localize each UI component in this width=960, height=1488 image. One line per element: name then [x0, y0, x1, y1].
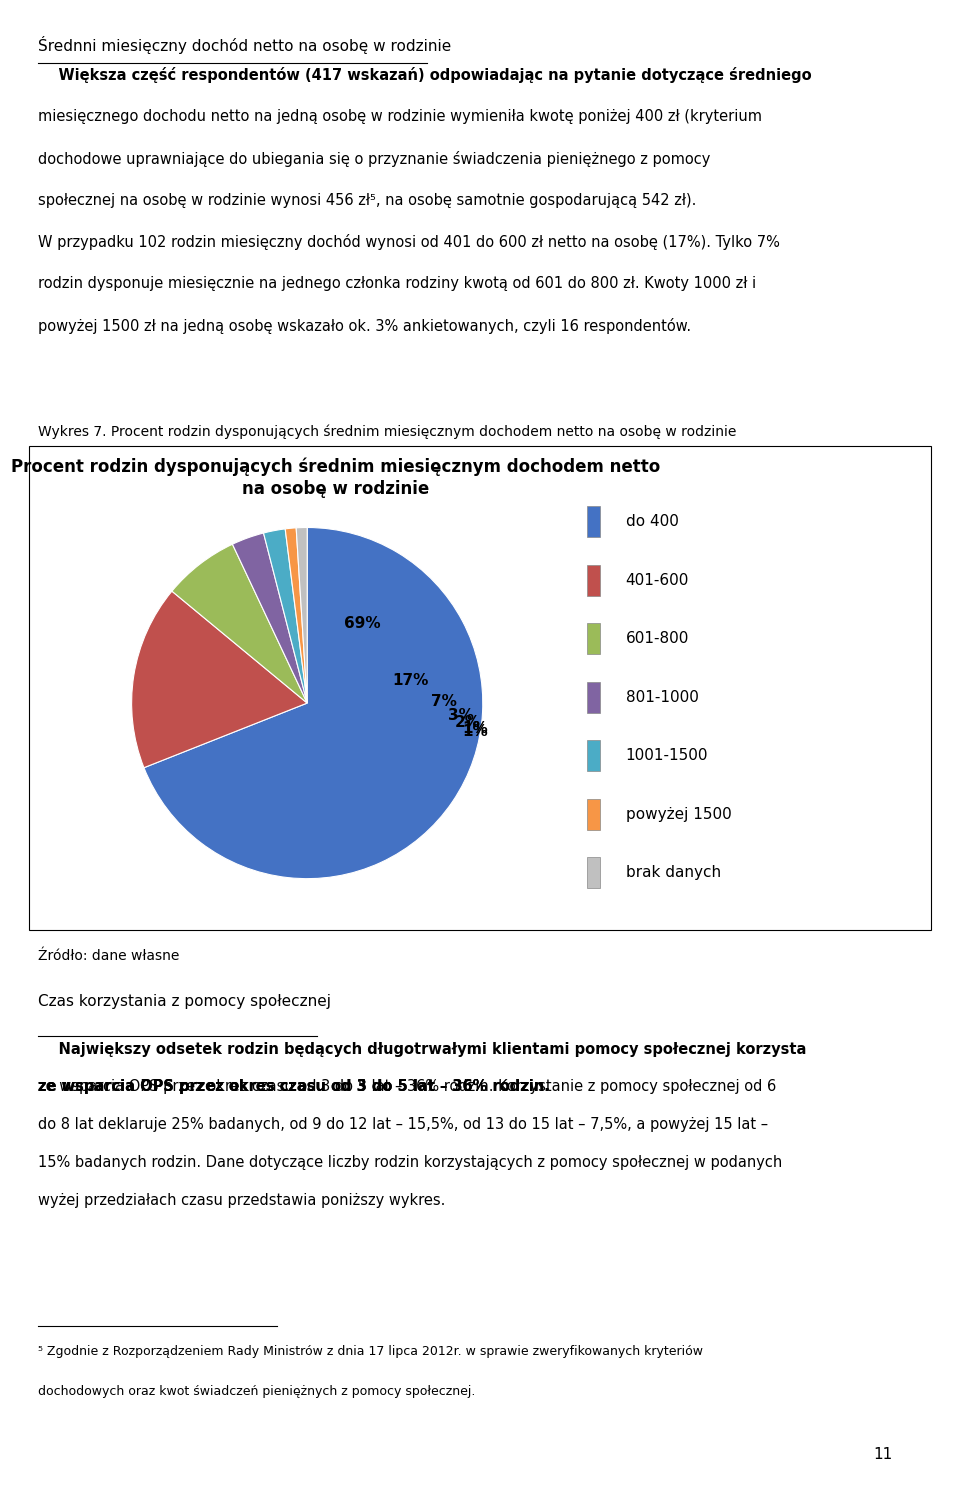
Text: 1%: 1% [463, 723, 488, 738]
Wedge shape [172, 545, 307, 702]
Text: ze wsparcia OPS przez okres czasu od 3 do 5 lat – 36% rodzin.: ze wsparcia OPS przez okres czasu od 3 d… [38, 1079, 550, 1094]
Text: Wykres 7. Procent rodzin dysponujących średnim miesięcznym dochodem netto na oso: Wykres 7. Procent rodzin dysponujących ś… [38, 424, 736, 439]
Text: Największy odsetek rodzin będących długotrwałymi klientami pomocy społecznej kor: Największy odsetek rodzin będących długo… [38, 1042, 806, 1056]
Bar [587, 857, 600, 888]
Bar [587, 623, 600, 655]
Text: społecznej na osobę w rodzinie wynosi 456 zł⁵, na osobę samotnie gospodarującą 5: społecznej na osobę w rodzinie wynosi 45… [38, 192, 697, 207]
Text: 11: 11 [874, 1446, 893, 1463]
Text: 601-800: 601-800 [626, 631, 689, 646]
Bar [587, 506, 600, 537]
Text: powyżej 1500 zł na jedną osobę wskazało ok. 3% ankietowanych, czyli 16 responden: powyżej 1500 zł na jedną osobę wskazało … [38, 318, 691, 335]
Text: dochodowe uprawniające do ubiegania się o przyznanie świadczenia pieniężnego z p: dochodowe uprawniające do ubiegania się … [38, 150, 710, 167]
Text: Średnni miesięczny dochód netto na osobę w rodzinie: Średnni miesięczny dochód netto na osobę… [38, 36, 451, 54]
Text: 1%: 1% [463, 720, 489, 735]
Text: ze wsparcia OPS przez okres czasu od 3 do 5 lat – 36% rodzin.: ze wsparcia OPS przez okres czasu od 3 d… [38, 1079, 550, 1094]
Text: 2%: 2% [454, 716, 481, 731]
Text: powyżej 1500: powyżej 1500 [626, 806, 732, 821]
Text: Czas korzystania z pomocy społecznej: Czas korzystania z pomocy społecznej [38, 994, 331, 1009]
Bar [587, 682, 600, 713]
Text: do 8 lat deklaruje 25% badanych, od 9 do 12 lat – 15,5%, od 13 do 15 lat – 7,5%,: do 8 lat deklaruje 25% badanych, od 9 do… [38, 1117, 769, 1132]
Text: 17%: 17% [392, 673, 428, 687]
Text: ⁵ Zgodnie z Rozporządzeniem Rady Ministrów z dnia 17 lipca 2012r. w sprawie zwer: ⁵ Zgodnie z Rozporządzeniem Rady Ministr… [38, 1345, 704, 1359]
Text: 3%: 3% [448, 708, 474, 723]
Text: 69%: 69% [344, 616, 380, 631]
Text: miesięcznego dochodu netto na jedną osobę w rodzinie wymieniła kwotę poniżej 400: miesięcznego dochodu netto na jedną osob… [38, 109, 762, 124]
Wedge shape [132, 591, 307, 768]
Text: 1001-1500: 1001-1500 [626, 748, 708, 763]
Text: ze wsparcia OPS przez okres czasu od 3 do 5 lat – 36% rodzin. Korzystanie z pomo: ze wsparcia OPS przez okres czasu od 3 d… [38, 1079, 777, 1094]
Bar [587, 741, 600, 771]
Text: wyżej przedziałach czasu przedstawia poniższy wykres.: wyżej przedziałach czasu przedstawia pon… [38, 1193, 445, 1208]
Text: W przypadku 102 rodzin miesięczny dochód wynosi od 401 do 600 zł netto na osobę : W przypadku 102 rodzin miesięczny dochód… [38, 234, 780, 250]
Text: do 400: do 400 [626, 515, 679, 530]
Text: ze wsparcia OPS przez okres czasu od 3 do 5 lat – 36% rodzin. Korzystanie z pomo: ze wsparcia OPS przez okres czasu od 3 d… [38, 1079, 777, 1094]
Bar [587, 799, 600, 830]
Wedge shape [232, 533, 307, 702]
Text: 801-1000: 801-1000 [626, 690, 699, 705]
Wedge shape [144, 527, 483, 878]
Text: Źródło: dane własne: Źródło: dane własne [38, 949, 180, 963]
Wedge shape [297, 527, 307, 702]
Text: brak danych: brak danych [626, 866, 721, 881]
Text: 401-600: 401-600 [626, 573, 689, 588]
Text: rodzin dysponuje miesięcznie na jednego członka rodziny kwotą od 601 do 800 zł. : rodzin dysponuje miesięcznie na jednego … [38, 277, 756, 292]
Bar [587, 565, 600, 595]
Text: dochodowych oraz kwot świadczeń pieniężnych z pomocy społecznej.: dochodowych oraz kwot świadczeń pieniężn… [38, 1385, 476, 1397]
Wedge shape [285, 528, 307, 702]
Text: 7%: 7% [431, 695, 457, 710]
Text: Większa część respondentów (417 wskazań) odpowiadając na pytanie dotyczące średn: Większa część respondentów (417 wskazań)… [38, 67, 812, 83]
Text: 15% badanych rodzin. Dane dotyczące liczby rodzin korzystających z pomocy społec: 15% badanych rodzin. Dane dotyczące licz… [38, 1155, 782, 1170]
Text: Procent rodzin dysponujących średnim miesięcznym dochodem netto
na osobę w rodzi: Procent rodzin dysponujących średnim mie… [12, 457, 660, 498]
Wedge shape [264, 528, 307, 702]
